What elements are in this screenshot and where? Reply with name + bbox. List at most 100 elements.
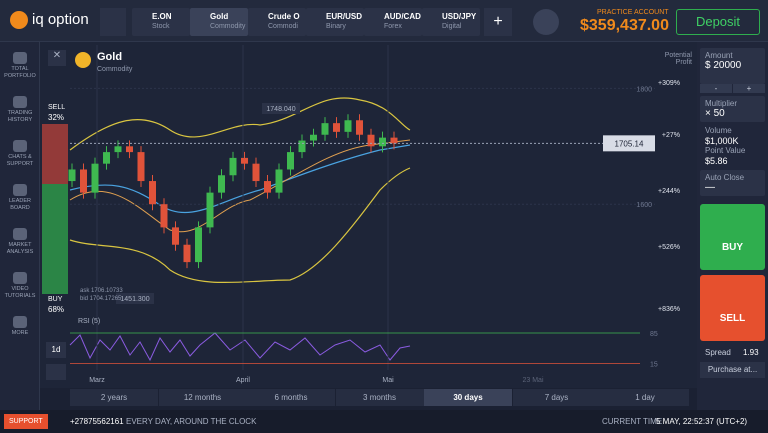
tab-name: USD/JPY	[442, 12, 477, 21]
candle	[218, 175, 225, 193]
band-upper	[69, 97, 411, 151]
candle	[183, 244, 191, 263]
deposit-button[interactable]: Deposit	[676, 9, 760, 35]
candle	[321, 123, 329, 135]
candle	[333, 123, 340, 132]
tab[interactable]: EUR/USD Binary	[306, 8, 364, 36]
sidebar-item[interactable]: MORE	[11, 330, 29, 336]
x-tick-label: April	[236, 377, 250, 384]
bid: bid 1704.17265	[80, 296, 122, 302]
sidebar-item[interactable]: LEADER BOARD	[8, 198, 31, 211]
buy-button[interactable]: BUY	[700, 204, 765, 270]
tab-type: Commodi	[268, 23, 298, 30]
asset-icon	[75, 52, 91, 68]
add-tab[interactable]: +	[484, 8, 512, 36]
current-price: 1705.14	[615, 139, 644, 148]
hours: EVERY DAY, AROUND THE CLOCK	[126, 417, 257, 426]
candle	[160, 204, 168, 228]
period-button[interactable]: 3 months	[335, 389, 424, 406]
tab[interactable]: E.ON Stock	[132, 8, 190, 36]
tab[interactable]: Gold Commodity	[190, 8, 248, 36]
point-label: Point Value	[705, 146, 746, 155]
potential-profit: Potential Profit	[664, 52, 692, 66]
candle	[367, 134, 375, 147]
camera[interactable]	[533, 9, 559, 35]
asset-name[interactable]: Gold	[97, 51, 123, 63]
account-label: PRACTICE ACCOUNT	[597, 9, 669, 16]
candle	[229, 157, 237, 176]
volume: $1,000K	[705, 136, 739, 146]
tab-type: Digital	[442, 23, 462, 30]
tab[interactable]: AUD/CAD Forex	[364, 8, 422, 36]
y-tick-label: 1800	[636, 86, 652, 93]
volume-label: Volume	[705, 126, 732, 135]
tab-name: Gold	[210, 12, 229, 21]
low-tag	[116, 293, 154, 304]
sell-bar	[42, 124, 68, 184]
rsi-label: RSI (5)	[78, 318, 101, 325]
sidebar: TOTAL PORTFOLIO TRADING HISTORY CHATS & SU…	[0, 42, 40, 410]
support-button[interactable]: SUPPORT	[4, 414, 48, 429]
grid-button[interactable]	[100, 8, 126, 36]
sell-pct: 32%	[48, 113, 65, 122]
tab-type: Stock	[152, 23, 170, 30]
profit-level: +526%	[658, 244, 680, 251]
period-button[interactable]: 1 day	[601, 389, 689, 406]
tab[interactable]: Crude O Commodi	[248, 8, 306, 36]
time-label: CURRENT TIME	[602, 417, 663, 426]
auto-close-box[interactable]: Auto Close —	[700, 170, 765, 196]
logo	[10, 11, 28, 29]
amount-box[interactable]: Amount $ 20000	[700, 48, 765, 84]
purchase-button[interactable]: Purchase at...	[700, 362, 765, 378]
high-label: 1748.040	[266, 106, 295, 113]
sidebar-icon	[13, 52, 27, 64]
tab-type: Commodity	[210, 23, 246, 30]
auto-close-label: Auto Close	[705, 173, 745, 182]
x-tick-label: Mai	[382, 377, 394, 384]
multiplier-box[interactable]: Multiplier × 50	[700, 96, 765, 122]
balance[interactable]: $359,437.00	[580, 17, 669, 34]
draw-button[interactable]	[46, 364, 66, 380]
period-button[interactable]: 7 days	[512, 389, 601, 406]
sidebar-icon	[13, 96, 27, 108]
period-button[interactable]: 12 months	[158, 389, 247, 406]
period-button[interactable]: 30 days	[424, 389, 512, 406]
candle	[275, 169, 283, 193]
candle	[91, 163, 99, 193]
candle	[206, 192, 214, 228]
buy-label: BUY	[48, 296, 63, 303]
multiplier: × 50	[705, 108, 725, 119]
sell-button[interactable]: SELL	[700, 275, 765, 341]
candle	[103, 152, 110, 164]
candle	[344, 120, 352, 132]
period-button[interactable]: 6 months	[247, 389, 335, 406]
sidebar-item[interactable]: MARKET ANALYSIS	[6, 242, 34, 255]
candle	[298, 140, 306, 153]
candle	[80, 169, 87, 193]
close-button[interactable]: ✕	[48, 50, 66, 66]
brand: iq option	[32, 11, 89, 28]
point-value: $5.86	[705, 156, 728, 166]
sidebar-item[interactable]: TRADING HISTORY	[7, 110, 33, 123]
period-button[interactable]: 2 years	[70, 389, 158, 406]
sidebar-item[interactable]: VIDEO TUTORIALS	[4, 286, 36, 299]
tab[interactable]: USD/JPY Digital	[422, 8, 480, 36]
x-tick-label: Marz	[89, 377, 105, 384]
sell-label: SELL	[48, 104, 66, 111]
sidebar-item[interactable]: CHATS & SUPPORT	[6, 154, 34, 167]
sidebar-icon	[13, 228, 27, 240]
sidebar-item[interactable]: TOTAL PORTFOLIO	[4, 66, 36, 79]
amount-plus[interactable]: +	[733, 84, 765, 93]
amount: $ 20000	[705, 60, 742, 71]
amount-minus[interactable]: -	[700, 84, 732, 93]
y-tick-label: 1600	[636, 202, 652, 209]
candle	[137, 152, 145, 182]
candle	[264, 181, 271, 193]
candle	[379, 137, 386, 147]
candle	[252, 163, 260, 182]
interval-button[interactable]: 1d	[46, 342, 66, 358]
current-time: 5 MAY, 22:52:37 (UTC+2)	[656, 417, 748, 426]
sidebar-icon	[13, 140, 27, 152]
